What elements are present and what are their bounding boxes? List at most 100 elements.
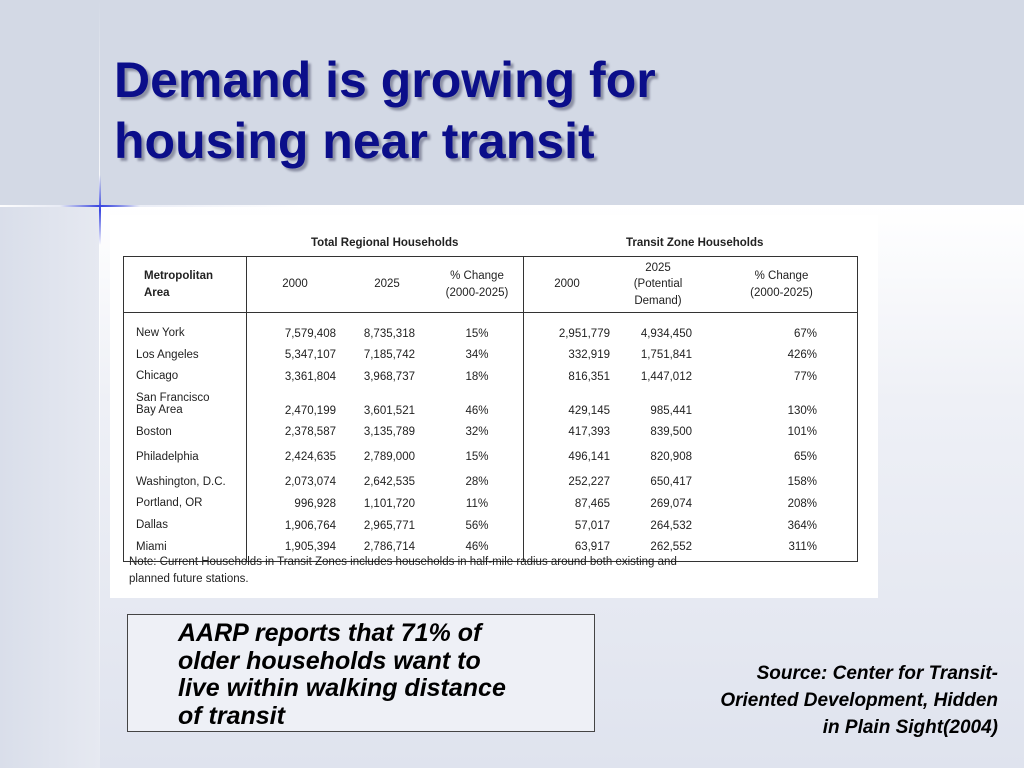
source-citation: Source: Center for Transit- Oriented Dev… (630, 660, 998, 741)
cell-transit-change: 208% (787, 497, 817, 510)
cell-area: Portland, OR (136, 497, 203, 510)
col-header-regional-change-line-2: (2000-2025) (445, 286, 509, 299)
cell-regional-change: 15% (465, 327, 489, 340)
cell-area: Chicago (136, 370, 179, 383)
cell-transit-2000: 87,465 (523, 488, 610, 510)
cell-transit-2000: 496,141 (523, 438, 610, 464)
cell-regional-2000: 996,928 (246, 488, 343, 510)
aarp-line-4: of transit (178, 701, 285, 730)
cell-transit-2025: 1,751,841 (640, 349, 692, 362)
cell-regional-change: 34% (465, 349, 489, 362)
col-header-transit-2000: 2000 (523, 256, 610, 313)
col-header-transit-change: % Change (2000-2025) (706, 256, 858, 313)
table-note-line-1: Note: Current Households in Transit Zone… (129, 556, 677, 568)
cell-regional-change: 56% (465, 519, 489, 532)
cell-area: Dallas (136, 518, 168, 531)
col-header-transit-2025-line-3: Demand) (634, 294, 682, 307)
col-header-transit-change-line-1: % Change (754, 270, 809, 283)
cell-regional-change: 46% (465, 404, 489, 417)
cell-area: New York (136, 326, 185, 339)
cell-regional-2000: 1,905,394 (246, 531, 343, 562)
cell-regional-2000: 2,470,199 (246, 382, 343, 417)
cell-transit-2025: 839,500 (650, 426, 692, 439)
table-header-row: Metropolitan Area 2000 2025 % Change (20… (123, 256, 858, 313)
col-header-regional-change: % Change (2000-2025) (431, 256, 524, 313)
cell-regional-2000: 7,579,408 (246, 312, 343, 340)
cell-transit-change: 311% (788, 541, 817, 554)
aarp-callout-text: AARP reports that 71% of older household… (178, 619, 578, 730)
cell-transit-2000: 57,017 (523, 509, 610, 532)
table-note: Note: Current Households in Transit Zone… (129, 554, 789, 588)
cell-regional-2025: 2,789,000 (363, 451, 415, 464)
source-line-1: Source: Center for Transit- (756, 663, 998, 684)
cell-transit-2000: 417,393 (523, 416, 610, 439)
cell-transit-change: 426% (787, 349, 817, 362)
cell-regional-2025: 2,786,714 (363, 541, 415, 554)
col-header-regional-2025: 2025 (343, 256, 431, 313)
source-line-3: in Plain Sight(2004) (822, 717, 998, 738)
aarp-line-3: live within walking distance (178, 674, 506, 702)
horizontal-divider (0, 205, 300, 207)
cell-regional-2025: 3,601,521 (363, 404, 415, 417)
cell-regional-change: 11% (465, 497, 489, 510)
cell-area: Philadelphia (136, 450, 199, 463)
cell-regional-2025: 2,965,771 (363, 519, 415, 532)
cell-area: San Francisco Bay Area (124, 383, 247, 417)
col-header-transit-2025-line-1: 2025 (645, 262, 671, 275)
cell-regional-change: 15% (465, 451, 489, 464)
table-row-portland: Portland, OR 996,928 1,101,720 11% 87,46… (124, 488, 858, 510)
cell-regional-change: 18% (465, 370, 489, 383)
cell-transit-2000: 332,919 (523, 339, 610, 362)
cell-regional-2025: 3,135,789 (363, 426, 415, 439)
cell-regional-2025: 7,185,742 (363, 349, 415, 362)
table-row-new-york: New York 7,579,408 8,735,318 15% 2,951,7… (124, 312, 858, 340)
col-header-regional-2000: 2000 (246, 256, 343, 313)
source-line-2: Oriented Development, Hidden (720, 690, 998, 711)
col-header-transit-change-line-2: (2000-2025) (750, 286, 813, 299)
cell-transit-change: 130% (787, 404, 817, 417)
table-row-miami: Miami 1,905,394 2,786,714 46% 63,917 262… (124, 531, 858, 562)
cell-area: Los Angeles (136, 348, 199, 361)
table-row-philadelphia: Philadelphia 2,424,635 2,789,000 15% 496… (124, 438, 858, 464)
cell-transit-change: 101% (787, 426, 817, 439)
cell-transit-2025: 1,447,012 (640, 370, 692, 383)
cell-transit-change: 364% (787, 519, 817, 532)
cell-transit-2025: 985,441 (650, 404, 692, 417)
group-header-regional: Total Regional Households (311, 237, 459, 249)
cell-area-line-2: Bay Area (136, 404, 183, 417)
table-row-chicago: Chicago 3,361,804 3,968,737 18% 816,351 … (124, 361, 858, 383)
cell-transit-2000: 816,351 (523, 361, 610, 383)
vertical-divider (99, 0, 100, 768)
group-header-transit: Transit Zone Households (626, 237, 764, 249)
table-note-line-2: planned future stations. (129, 573, 249, 585)
cell-regional-2025: 1,101,720 (363, 497, 415, 510)
cell-regional-2000: 2,378,587 (246, 416, 343, 439)
cell-transit-2025: 269,074 (650, 497, 692, 510)
cell-regional-change: 32% (465, 426, 489, 439)
col-header-transit-2025-line-2: (Potential (633, 278, 683, 291)
cell-regional-2000: 5,347,107 (246, 339, 343, 362)
cell-transit-change: 158% (787, 476, 817, 489)
cell-transit-2000: 429,145 (523, 382, 610, 417)
table-row-dallas: Dallas 1,906,764 2,965,771 56% 57,017 26… (124, 509, 858, 532)
table-row-los-angeles: Los Angeles 5,347,107 7,185,742 34% 332,… (124, 339, 858, 362)
cell-transit-2025: 650,417 (650, 476, 692, 489)
cell-regional-change: 28% (465, 476, 489, 489)
cell-regional-2025: 8,735,318 (363, 327, 415, 340)
table-row-san-francisco: San Francisco Bay Area 2,470,199 3,601,5… (124, 382, 858, 417)
cell-transit-2000: 63,917 (523, 531, 610, 562)
col-header-metro: Metropolitan Area (123, 256, 247, 313)
cell-regional-2000: 1,906,764 (246, 509, 343, 532)
sparkle-vertical (99, 175, 101, 245)
cell-regional-2025: 3,968,737 (363, 370, 415, 383)
cell-transit-2000: 252,227 (523, 463, 610, 489)
cell-regional-2000: 3,361,804 (246, 361, 343, 383)
cell-area: Washington, D.C. (136, 475, 226, 488)
cell-regional-change: 46% (465, 541, 489, 554)
cell-area: Miami (136, 540, 167, 553)
slide-title-line-1: Demand is growing for (114, 52, 656, 108)
table-row-boston: Boston 2,378,587 3,135,789 32% 417,393 8… (124, 416, 858, 439)
aarp-line-1: AARP reports that 71% of (178, 619, 482, 647)
sparkle-horizontal (60, 205, 140, 207)
left-margin-background (0, 205, 100, 768)
